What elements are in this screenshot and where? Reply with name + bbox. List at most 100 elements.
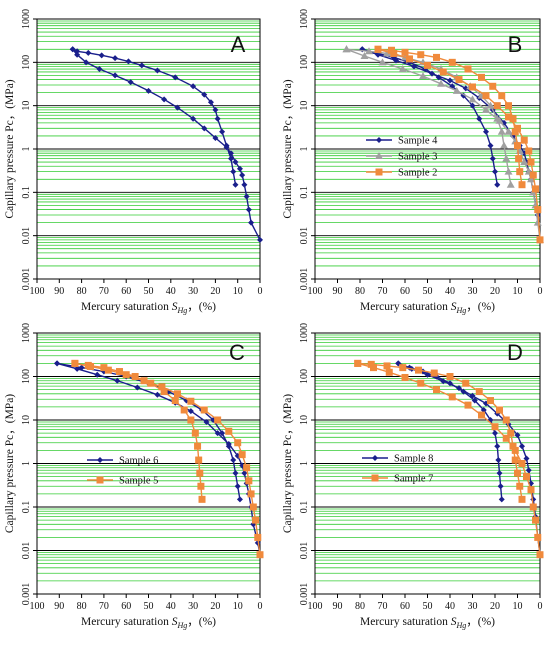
y-tick-label: 1000 <box>21 323 32 343</box>
x-tick-label: 0 <box>538 601 543 612</box>
panel-a: 100 90 80 70 60 50 40 30 20 10 00.0010.010.1110100… <box>4 9 263 315</box>
data-point <box>212 106 219 113</box>
data-point <box>469 102 476 109</box>
y-tick-label: 100 <box>299 55 310 70</box>
data-point <box>509 115 517 123</box>
data-point <box>248 219 255 226</box>
data-point <box>446 373 454 380</box>
data-point <box>238 451 246 459</box>
data-point <box>203 418 210 425</box>
legend-entry: Sample 4 <box>398 136 438 147</box>
data-point <box>494 181 501 188</box>
x-axis-title: Mercury saturation SHg，(%) <box>360 616 495 630</box>
series-sample-7 <box>354 359 544 559</box>
x-tick-label: 40 <box>166 601 176 612</box>
panel-b: 100 90 80 70 60 50 40 30 20 10 00.0010.010.1110100… <box>282 9 544 315</box>
data-point <box>171 397 179 405</box>
x-tick-label: 30 <box>188 601 198 612</box>
data-point <box>401 48 409 56</box>
data-point <box>511 456 519 464</box>
data-point <box>254 533 262 541</box>
data-point <box>401 373 409 381</box>
data-point <box>536 236 544 244</box>
x-tick-label: 50 <box>144 601 154 612</box>
data-point <box>219 430 226 437</box>
x-axis-title: Mercury saturation SHg，(%) <box>81 301 216 315</box>
x-tick-label: 10 <box>233 286 243 297</box>
x-tick-label: 80 <box>77 286 87 297</box>
x-tick-label: 90 <box>54 286 64 297</box>
data-point <box>448 393 456 401</box>
data-point <box>191 429 199 437</box>
data-point <box>127 79 134 86</box>
data-point <box>417 379 425 387</box>
data-point <box>71 359 79 367</box>
data-point <box>247 490 255 498</box>
data-point <box>514 142 521 150</box>
data-point <box>492 168 498 175</box>
data-point <box>69 46 76 53</box>
data-point <box>241 470 248 477</box>
data-point <box>433 386 440 394</box>
legend-marker <box>375 168 383 176</box>
y-tick-label: 0.001 <box>21 268 32 291</box>
y-tick-label: 0.001 <box>299 583 310 606</box>
data-point <box>487 142 494 149</box>
data-point <box>406 55 413 63</box>
data-point <box>456 385 462 392</box>
data-point <box>505 102 512 110</box>
data-point <box>496 406 503 414</box>
data-point <box>207 99 214 106</box>
data-point <box>232 159 239 166</box>
x-tick-label: 20 <box>210 601 220 612</box>
data-point <box>520 136 528 144</box>
legend-marker <box>376 137 382 143</box>
data-point <box>516 168 524 176</box>
data-point <box>502 154 511 162</box>
data-point <box>125 58 132 65</box>
data-point <box>429 70 435 77</box>
y-tick-label: 0.1 <box>21 186 32 199</box>
y-tick-label: 100 <box>299 369 310 384</box>
y-tick-label: 10 <box>21 415 32 425</box>
y-tick-label: 1 <box>21 147 32 152</box>
data-point <box>145 87 152 94</box>
data-point <box>234 483 241 490</box>
y-tick-label: 1000 <box>21 9 32 29</box>
data-point <box>190 115 197 122</box>
data-point <box>505 113 512 121</box>
x-tick-label: 50 <box>144 286 154 297</box>
data-point <box>411 63 417 70</box>
data-point <box>360 52 369 60</box>
data-point <box>536 551 544 559</box>
panel-d: 100 90 80 70 60 50 40 30 20 10 00.0010.010.1110100… <box>282 323 544 630</box>
data-point <box>533 218 542 226</box>
data-point <box>180 406 188 414</box>
data-point <box>464 65 472 73</box>
data-point <box>194 442 202 450</box>
x-tick-label: 80 <box>355 601 365 612</box>
data-point <box>478 411 485 419</box>
x-tick-label: 80 <box>355 286 365 297</box>
x-tick-label: 30 <box>468 286 478 297</box>
panel-c: 100 90 80 70 60 50 40 30 20 10 00.0010.010.1110100… <box>4 323 264 630</box>
data-point <box>471 397 478 404</box>
x-tick-label: 10 <box>513 286 523 297</box>
y-axis-title: Capillary pressure Pc，(MPa) <box>282 79 294 218</box>
data-point <box>158 383 166 391</box>
x-tick-label: 100 <box>308 601 323 612</box>
x-tick-label: 70 <box>99 601 109 612</box>
grid <box>37 18 260 280</box>
data-point <box>138 62 145 69</box>
data-point <box>433 53 440 61</box>
data-point <box>519 443 525 450</box>
data-point <box>520 158 529 166</box>
series-sample-5 <box>71 359 264 559</box>
data-point <box>482 105 490 113</box>
data-point <box>492 430 498 437</box>
y-tick-label: 0.01 <box>21 227 32 245</box>
data-point <box>393 57 399 64</box>
data-point <box>516 482 524 490</box>
data-point <box>378 58 387 66</box>
legend: Sample 8 Sample 7 <box>362 454 433 485</box>
